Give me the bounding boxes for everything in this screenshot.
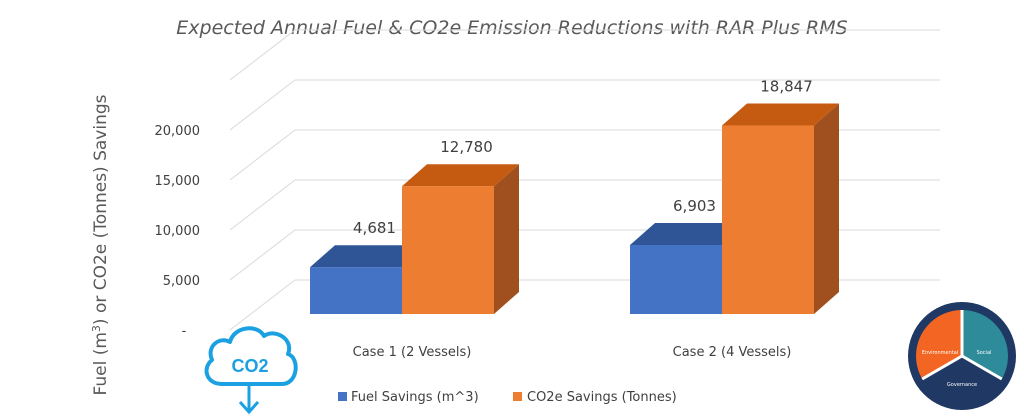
y-axis-label: Fuel (m3) or CO2e (Tonnes) Savings xyxy=(90,94,111,395)
co2-icon-text: CO2 xyxy=(231,356,268,376)
bar-co2e xyxy=(402,186,494,314)
bar-co2e xyxy=(722,125,814,314)
y-tick-label: 5,000 xyxy=(163,274,200,289)
bar-side xyxy=(494,164,519,314)
y-tick-label: - xyxy=(182,324,187,339)
y-tick-labels: - 5,000 10,000 15,000 20,000 xyxy=(155,124,201,339)
category-label: Case 1 (2 Vessels) xyxy=(353,345,472,360)
category-label: Case 2 (4 Vessels) xyxy=(673,345,792,360)
bar-side xyxy=(814,103,839,314)
esg-label-governance: Governance xyxy=(947,382,977,388)
esg-label-social: Social xyxy=(977,350,992,356)
data-label: 4,681 xyxy=(353,219,396,237)
bar-top xyxy=(630,222,747,245)
data-label: 6,903 xyxy=(673,197,716,215)
esg-wheel-logo: Environmental Social Governance xyxy=(908,302,1016,410)
legend-swatch-fuel xyxy=(338,392,347,401)
bar-top xyxy=(310,245,427,268)
legend-swatch-co2e xyxy=(513,392,522,401)
y-axis-label-part-2: ) or CO2e (Tonnes) Savings xyxy=(91,94,111,325)
data-label: 12,780 xyxy=(440,138,493,156)
legend-label-co2e: CO2e Savings (Tonnes) xyxy=(527,390,677,405)
y-tick-label: 15,000 xyxy=(155,174,201,189)
co2-cloud-icon: CO2 xyxy=(204,326,298,415)
data-labels: 4,681 12,780 6,903 18,847 xyxy=(353,78,813,238)
y-axis-label-superscript: 3 xyxy=(90,325,103,332)
y-tick-label: 10,000 xyxy=(155,224,201,239)
bar-fuel xyxy=(310,267,402,314)
legend-label-fuel: Fuel Savings (m^3) xyxy=(351,390,479,405)
bar-top xyxy=(402,164,519,187)
y-tick-label: 20,000 xyxy=(155,124,201,139)
gridline xyxy=(229,79,940,131)
bar-top xyxy=(722,103,839,126)
category-labels: Case 1 (2 Vessels) Case 2 (4 Vessels) xyxy=(353,345,792,360)
data-label: 18,847 xyxy=(760,78,813,96)
legend: Fuel Savings (m^3) CO2e Savings (Tonnes) xyxy=(338,390,677,405)
bars xyxy=(310,103,839,314)
esg-label-environmental: Environmental xyxy=(922,350,958,356)
gridline xyxy=(229,29,940,81)
esg-governance-segment xyxy=(922,356,1002,402)
chart-title: Expected Annual Fuel & CO2e Emission Red… xyxy=(176,17,847,39)
y-axis-label-part-1: Fuel (m xyxy=(91,332,111,395)
bar-fuel xyxy=(630,244,722,314)
